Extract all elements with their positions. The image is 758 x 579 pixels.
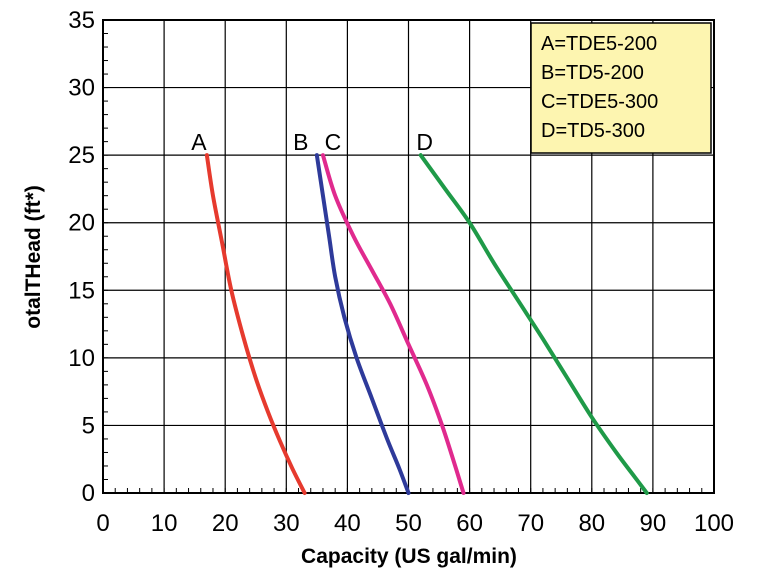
curve-C	[320, 153, 466, 495]
legend-entry-2: B=TD5-200	[541, 62, 644, 84]
y-tick-labels: 0 5 10 15 20 25 30 35	[68, 7, 95, 507]
legend: A=TDE5-200 B=TD5-200 C=TDE5-300 D=TD5-300	[530, 22, 712, 154]
x-tick-label-60: 60	[456, 510, 483, 537]
curve-D	[418, 153, 649, 495]
x-tick-label-90: 90	[640, 510, 667, 537]
x-axis-title: Capacity (US gal/min)	[301, 545, 517, 568]
curve-label-A: A	[191, 129, 207, 155]
curve-label-C: C	[325, 129, 342, 155]
curve-B	[314, 153, 411, 495]
x-tick-label-30: 30	[273, 510, 300, 537]
y-tick-label-35: 35	[68, 7, 95, 34]
y-tick-label-30: 30	[68, 75, 95, 102]
legend-box	[530, 22, 712, 154]
y-tick-label-25: 25	[68, 142, 95, 169]
x-tick-label-70: 70	[517, 510, 544, 537]
curve-label-B: B	[293, 129, 308, 155]
x-tick-label-80: 80	[578, 510, 605, 537]
x-tick-label-50: 50	[395, 510, 422, 537]
x-tick-label-40: 40	[334, 510, 361, 537]
x-tick-label-0: 0	[96, 510, 109, 537]
y-tick-label-5: 5	[82, 412, 95, 439]
y-axis-title: otalTHead (ft*)	[22, 185, 45, 329]
curves	[204, 153, 649, 495]
x-tick-label-10: 10	[151, 510, 178, 537]
x-tick-label-100: 100	[694, 510, 734, 537]
legend-entry-3: C=TDE5-300	[541, 91, 658, 113]
legend-entry-4: D=TD5-300	[541, 120, 645, 142]
y-tick-label-20: 20	[68, 210, 95, 237]
x-tick-label-20: 20	[212, 510, 239, 537]
curve-A	[204, 153, 307, 495]
curve-label-D: D	[416, 129, 433, 155]
y-tick-label-15: 15	[68, 277, 95, 304]
y-tick-label-10: 10	[68, 345, 95, 372]
x-tick-labels: 0 10 20 30 40 50 60 70 80 90 100	[96, 510, 734, 537]
legend-entry-1: A=TDE5-200	[541, 33, 657, 55]
y-tick-label-0: 0	[82, 480, 95, 507]
